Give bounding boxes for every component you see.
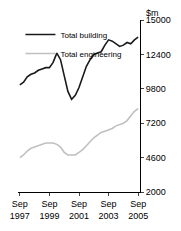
svg-text:Total building: Total building [60,31,107,40]
svg-text:Sep1997: Sep1997 [10,199,30,221]
svg-text:Sep2001: Sep2001 [69,199,89,221]
svg-text:9800: 9800 [146,84,166,94]
svg-text:Sep2003: Sep2003 [99,199,119,221]
svg-text:2000: 2000 [146,187,166,197]
svg-text:$m: $m [146,8,159,18]
svg-text:Sep2005: Sep2005 [128,199,148,221]
svg-text:Sep1999: Sep1999 [39,199,59,221]
svg-text:12400: 12400 [146,50,171,60]
svg-text:4600: 4600 [146,153,166,163]
svg-text:7200: 7200 [146,118,166,128]
svg-text:Total engineering: Total engineering [60,50,121,59]
svg-text:15000: 15000 [146,15,171,25]
